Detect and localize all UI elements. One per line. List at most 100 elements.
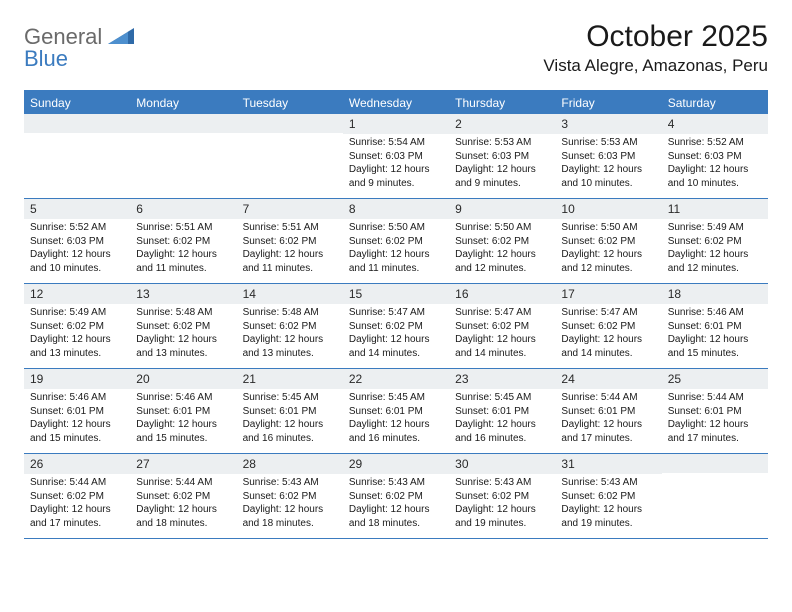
day-number: 3 xyxy=(555,114,661,134)
day-line: Daylight: 12 hours and 10 minutes. xyxy=(30,248,124,275)
day-number: 19 xyxy=(24,369,130,389)
day-cell: 1Sunrise: 5:54 AMSunset: 6:03 PMDaylight… xyxy=(343,114,449,198)
calendar: SundayMondayTuesdayWednesdayThursdayFrid… xyxy=(24,90,768,539)
day-line: Daylight: 12 hours and 18 minutes. xyxy=(136,503,230,530)
day-line: Daylight: 12 hours and 14 minutes. xyxy=(561,333,655,360)
day-cell: 29Sunrise: 5:43 AMSunset: 6:02 PMDayligh… xyxy=(343,454,449,538)
day-line: Sunset: 6:02 PM xyxy=(349,490,443,504)
day-line: Sunset: 6:01 PM xyxy=(349,405,443,419)
weekday-label: Saturday xyxy=(662,92,768,114)
day-line: Sunset: 6:03 PM xyxy=(668,150,762,164)
day-line: Daylight: 12 hours and 12 minutes. xyxy=(561,248,655,275)
day-number: 26 xyxy=(24,454,130,474)
day-body: Sunrise: 5:51 AMSunset: 6:02 PMDaylight:… xyxy=(130,219,236,279)
day-number: 31 xyxy=(555,454,661,474)
week-row: 5Sunrise: 5:52 AMSunset: 6:03 PMDaylight… xyxy=(24,199,768,284)
day-line: Sunrise: 5:45 AM xyxy=(243,391,337,405)
header: General October 2025 Vista Alegre, Amazo… xyxy=(24,20,768,76)
day-line: Sunrise: 5:44 AM xyxy=(136,476,230,490)
day-line: Sunrise: 5:53 AM xyxy=(561,136,655,150)
day-line: Sunset: 6:02 PM xyxy=(136,490,230,504)
day-number: 10 xyxy=(555,199,661,219)
location: Vista Alegre, Amazonas, Peru xyxy=(543,56,768,76)
day-number: 25 xyxy=(662,369,768,389)
weeks-container: 1Sunrise: 5:54 AMSunset: 6:03 PMDaylight… xyxy=(24,114,768,539)
day-cell: 9Sunrise: 5:50 AMSunset: 6:02 PMDaylight… xyxy=(449,199,555,283)
day-number: 12 xyxy=(24,284,130,304)
day-cell: 18Sunrise: 5:46 AMSunset: 6:01 PMDayligh… xyxy=(662,284,768,368)
weekday-row: SundayMondayTuesdayWednesdayThursdayFrid… xyxy=(24,92,768,114)
week-row: 1Sunrise: 5:54 AMSunset: 6:03 PMDaylight… xyxy=(24,114,768,199)
day-line: Daylight: 12 hours and 15 minutes. xyxy=(668,333,762,360)
day-line: Daylight: 12 hours and 11 minutes. xyxy=(243,248,337,275)
day-number: 20 xyxy=(130,369,236,389)
day-body: Sunrise: 5:52 AMSunset: 6:03 PMDaylight:… xyxy=(662,134,768,194)
day-body: Sunrise: 5:43 AMSunset: 6:02 PMDaylight:… xyxy=(343,474,449,534)
week-row: 26Sunrise: 5:44 AMSunset: 6:02 PMDayligh… xyxy=(24,454,768,539)
day-line: Sunset: 6:03 PM xyxy=(349,150,443,164)
day-cell: 20Sunrise: 5:46 AMSunset: 6:01 PMDayligh… xyxy=(130,369,236,453)
day-line: Sunset: 6:02 PM xyxy=(561,235,655,249)
day-cell: 3Sunrise: 5:53 AMSunset: 6:03 PMDaylight… xyxy=(555,114,661,198)
day-line: Daylight: 12 hours and 11 minutes. xyxy=(349,248,443,275)
day-line: Daylight: 12 hours and 13 minutes. xyxy=(243,333,337,360)
day-cell: 26Sunrise: 5:44 AMSunset: 6:02 PMDayligh… xyxy=(24,454,130,538)
day-cell: 28Sunrise: 5:43 AMSunset: 6:02 PMDayligh… xyxy=(237,454,343,538)
week-row: 19Sunrise: 5:46 AMSunset: 6:01 PMDayligh… xyxy=(24,369,768,454)
day-line: Daylight: 12 hours and 19 minutes. xyxy=(561,503,655,530)
day-cell: 23Sunrise: 5:45 AMSunset: 6:01 PMDayligh… xyxy=(449,369,555,453)
weekday-label: Thursday xyxy=(449,92,555,114)
day-number: 13 xyxy=(130,284,236,304)
day-number: 16 xyxy=(449,284,555,304)
day-line: Sunrise: 5:46 AM xyxy=(668,306,762,320)
day-line: Daylight: 12 hours and 11 minutes. xyxy=(136,248,230,275)
day-body: Sunrise: 5:43 AMSunset: 6:02 PMDaylight:… xyxy=(237,474,343,534)
day-line: Sunset: 6:03 PM xyxy=(30,235,124,249)
day-line: Sunrise: 5:52 AM xyxy=(30,221,124,235)
day-body: Sunrise: 5:43 AMSunset: 6:02 PMDaylight:… xyxy=(555,474,661,534)
day-line: Daylight: 12 hours and 16 minutes. xyxy=(243,418,337,445)
day-line: Sunset: 6:02 PM xyxy=(349,320,443,334)
day-number xyxy=(662,454,768,473)
day-body: Sunrise: 5:48 AMSunset: 6:02 PMDaylight:… xyxy=(130,304,236,364)
day-cell: 5Sunrise: 5:52 AMSunset: 6:03 PMDaylight… xyxy=(24,199,130,283)
day-line: Sunrise: 5:50 AM xyxy=(561,221,655,235)
day-body: Sunrise: 5:46 AMSunset: 6:01 PMDaylight:… xyxy=(662,304,768,364)
day-number: 22 xyxy=(343,369,449,389)
day-number: 27 xyxy=(130,454,236,474)
logo-blue-row: Blue xyxy=(24,46,68,72)
weekday-label: Sunday xyxy=(24,92,130,114)
day-number xyxy=(237,114,343,133)
day-body: Sunrise: 5:44 AMSunset: 6:01 PMDaylight:… xyxy=(555,389,661,449)
day-body: Sunrise: 5:44 AMSunset: 6:01 PMDaylight:… xyxy=(662,389,768,449)
day-line: Sunset: 6:02 PM xyxy=(455,490,549,504)
day-line: Sunrise: 5:43 AM xyxy=(455,476,549,490)
day-number: 21 xyxy=(237,369,343,389)
day-line: Sunset: 6:02 PM xyxy=(136,235,230,249)
day-number: 29 xyxy=(343,454,449,474)
day-line: Sunrise: 5:44 AM xyxy=(561,391,655,405)
week-row: 12Sunrise: 5:49 AMSunset: 6:02 PMDayligh… xyxy=(24,284,768,369)
day-cell: 11Sunrise: 5:49 AMSunset: 6:02 PMDayligh… xyxy=(662,199,768,283)
day-number: 8 xyxy=(343,199,449,219)
day-number: 24 xyxy=(555,369,661,389)
day-body: Sunrise: 5:45 AMSunset: 6:01 PMDaylight:… xyxy=(343,389,449,449)
logo-text-blue: Blue xyxy=(24,46,68,71)
day-cell: 4Sunrise: 5:52 AMSunset: 6:03 PMDaylight… xyxy=(662,114,768,198)
day-line: Sunrise: 5:52 AM xyxy=(668,136,762,150)
day-cell: 25Sunrise: 5:44 AMSunset: 6:01 PMDayligh… xyxy=(662,369,768,453)
day-line: Daylight: 12 hours and 17 minutes. xyxy=(561,418,655,445)
day-body: Sunrise: 5:49 AMSunset: 6:02 PMDaylight:… xyxy=(24,304,130,364)
day-body: Sunrise: 5:51 AMSunset: 6:02 PMDaylight:… xyxy=(237,219,343,279)
day-body: Sunrise: 5:52 AMSunset: 6:03 PMDaylight:… xyxy=(24,219,130,279)
day-cell: 2Sunrise: 5:53 AMSunset: 6:03 PMDaylight… xyxy=(449,114,555,198)
day-line: Daylight: 12 hours and 16 minutes. xyxy=(349,418,443,445)
day-line: Sunrise: 5:44 AM xyxy=(30,476,124,490)
day-cell xyxy=(130,114,236,198)
weekday-label: Monday xyxy=(130,92,236,114)
day-line: Sunset: 6:02 PM xyxy=(455,320,549,334)
day-cell: 10 Sunrise: 5:50 AMSunset: 6:02 PMDayligh… xyxy=(555,199,661,283)
day-line: Daylight: 12 hours and 10 minutes. xyxy=(668,163,762,190)
day-line: Sunset: 6:02 PM xyxy=(136,320,230,334)
day-cell: 22Sunrise: 5:45 AMSunset: 6:01 PMDayligh… xyxy=(343,369,449,453)
